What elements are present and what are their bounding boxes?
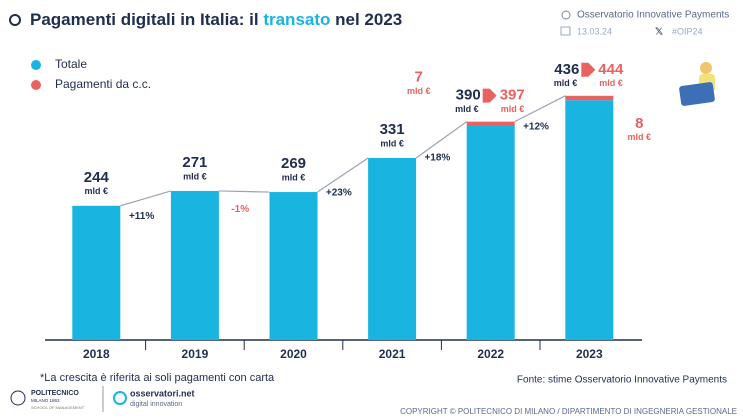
- value-label: 244: [84, 169, 110, 186]
- title-highlight: transato: [263, 10, 330, 29]
- arrow: [581, 62, 596, 77]
- cc-label: 7: [415, 69, 423, 86]
- bar-segment: [466, 121, 515, 126]
- logo-text: POLITECNICO: [31, 390, 79, 397]
- calendar-icon: [560, 26, 571, 36]
- unit-label: mld €: [455, 104, 479, 114]
- unit-label: mld €: [380, 138, 404, 148]
- logo-icon: [113, 391, 127, 405]
- bar: [466, 125, 515, 340]
- connector: [415, 121, 468, 159]
- title-icon: [9, 14, 21, 26]
- value-label: 331: [380, 121, 405, 138]
- logo-text: digital innovation: [130, 401, 182, 408]
- connector: [514, 95, 566, 123]
- growth-label: +11%: [129, 211, 154, 222]
- x-tick-label: 2020: [280, 347, 307, 361]
- value-label: 271: [182, 154, 207, 171]
- title: Pagamenti digitali in Italia: il transat…: [30, 10, 402, 29]
- bar: [72, 205, 121, 340]
- legend-label: Pagamenti da c.c.: [55, 77, 151, 91]
- bar: [269, 192, 318, 340]
- legend-swatch: [31, 80, 41, 90]
- logo-icon: [10, 390, 26, 406]
- growth-label: +18%: [424, 152, 450, 163]
- unit-label: mld €: [599, 78, 623, 88]
- illustration: [679, 62, 715, 106]
- source: Fonte: stime Osservatorio Innovative Pay…: [517, 375, 727, 386]
- bar: [368, 157, 417, 340]
- bar-segment: [565, 95, 614, 101]
- x-tick-label: 2018: [83, 347, 110, 361]
- growth-label: -1%: [231, 204, 249, 215]
- date: 13.03.24: [577, 26, 612, 36]
- org-icon: [561, 10, 571, 20]
- growth-label: +23%: [326, 188, 352, 199]
- x-tick-label: 2021: [379, 347, 406, 361]
- organizer: Osservatorio Innovative Payments: [577, 10, 729, 21]
- total-label: 397: [500, 87, 525, 104]
- connector: [218, 190, 270, 193]
- bar: [170, 190, 219, 340]
- unit-label: mld €: [282, 172, 306, 182]
- unit-label: mld €: [501, 104, 525, 114]
- logo-text: SCHOOL OF MANAGEMENT: [31, 405, 85, 410]
- value-label: 390: [456, 87, 481, 104]
- connector: [317, 157, 369, 193]
- title-part: nel 2023: [330, 10, 402, 29]
- legend-swatch: [31, 60, 41, 70]
- unit-label: mld €: [183, 171, 207, 181]
- arrow: [482, 88, 497, 103]
- bar: [565, 100, 614, 340]
- copyright: COPYRIGHT © POLITECNICO DI MILANO / DIPA…: [400, 407, 737, 416]
- x-tick-label: 2019: [182, 347, 209, 361]
- hashtag: #OIP24: [672, 26, 703, 36]
- unit-label: mld €: [85, 186, 109, 196]
- value-label: 269: [281, 155, 306, 172]
- x-tick-label: 2023: [576, 347, 603, 361]
- cc-label: 8: [635, 115, 643, 132]
- unit-label: mld €: [407, 86, 431, 96]
- growth-label: +12%: [523, 121, 549, 132]
- connector: [120, 190, 172, 207]
- title-part: Pagamenti digitali in Italia: il: [30, 10, 263, 29]
- value-label: 436: [554, 61, 579, 78]
- total-label: 444: [598, 61, 624, 78]
- legend-label: Totale: [55, 57, 87, 71]
- note: *La crescita è riferita ai soli pagament…: [40, 372, 275, 384]
- x-tick-label: 2022: [477, 347, 504, 361]
- unit-label: mld €: [554, 78, 578, 88]
- unit-label: mld €: [628, 132, 652, 142]
- logo-text: MILANO 1863: [31, 398, 60, 403]
- logo-text: osservatori.net: [130, 388, 195, 398]
- x-icon: 𝕏: [655, 27, 663, 38]
